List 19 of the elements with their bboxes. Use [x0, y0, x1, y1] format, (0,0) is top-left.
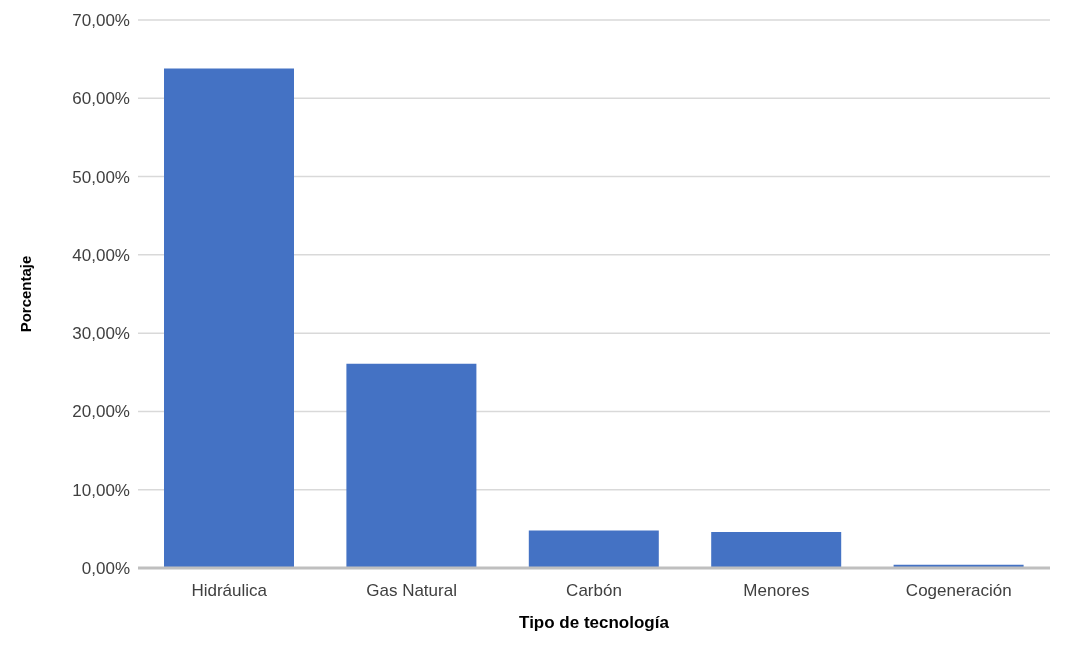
y-tick-label: 40,00%: [72, 245, 130, 265]
bar: [711, 531, 842, 568]
y-tick-label: 0,00%: [81, 559, 130, 579]
x-tick-label: Hidráulica: [191, 581, 268, 601]
x-axis-title: Tipo de tecnología: [519, 613, 670, 632]
x-tick-label: Carbón: [566, 581, 622, 601]
bar: [528, 530, 659, 568]
y-tick-label: 20,00%: [72, 402, 130, 422]
x-tick-label: Cogeneración: [905, 581, 1012, 601]
bar: [346, 363, 477, 568]
y-tick-label: 60,00%: [72, 89, 130, 109]
x-tick-label: Menores: [743, 581, 810, 601]
y-tick-label: 30,00%: [72, 324, 130, 344]
x-tick-label: Gas Natural: [366, 581, 457, 601]
y-axis-title: Porcentaje: [17, 255, 35, 333]
y-tick-label: 50,00%: [72, 167, 130, 187]
y-tick-label: 70,00%: [72, 11, 130, 31]
bar: [164, 68, 294, 568]
y-tick-label: 10,00%: [72, 480, 130, 500]
